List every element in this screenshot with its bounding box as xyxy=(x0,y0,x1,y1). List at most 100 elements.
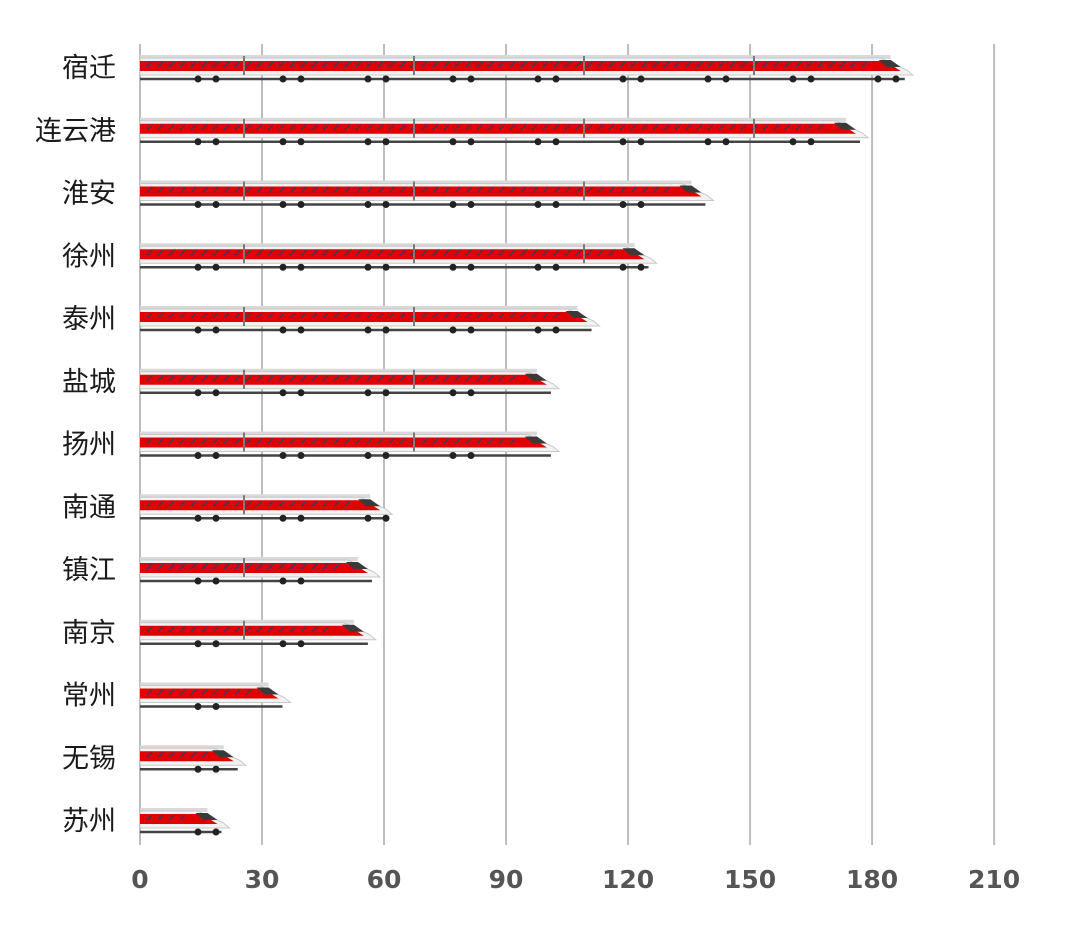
train-window xyxy=(245,187,252,193)
train-window xyxy=(476,124,483,130)
category-label: 淮安 xyxy=(62,179,116,210)
train-window xyxy=(509,438,516,444)
train-window xyxy=(817,124,824,130)
train-window xyxy=(850,62,857,67)
train-window xyxy=(388,313,395,318)
train-window xyxy=(201,124,208,130)
train-wheel xyxy=(364,75,372,83)
train-window xyxy=(311,564,318,569)
train-window xyxy=(322,187,329,193)
train-wheel xyxy=(279,452,287,459)
train-window xyxy=(366,313,373,318)
train-window xyxy=(465,250,472,256)
train-wheel xyxy=(534,201,542,208)
train-window xyxy=(674,124,681,130)
x-tick-label: 150 xyxy=(724,865,776,894)
train-window xyxy=(212,187,219,193)
bar-train xyxy=(139,682,292,710)
train-wheel xyxy=(467,138,475,146)
train-wheel xyxy=(467,326,475,334)
train-window xyxy=(157,815,164,820)
category-label: 徐州 xyxy=(62,241,116,272)
train-wheel xyxy=(449,263,457,271)
train-wheel xyxy=(449,389,457,397)
train-window xyxy=(509,313,516,318)
train-window xyxy=(289,124,296,130)
bars xyxy=(139,55,915,836)
train-window xyxy=(366,62,373,67)
train-window xyxy=(355,375,362,381)
bar-train xyxy=(139,619,378,648)
train-window xyxy=(311,626,318,632)
train-wheel xyxy=(297,75,305,83)
train-window xyxy=(201,752,208,758)
train-window xyxy=(498,375,505,381)
train-wheel xyxy=(297,452,305,459)
train-window xyxy=(267,375,274,381)
train-stripe xyxy=(140,249,645,260)
category-label: 无锡 xyxy=(62,743,116,774)
train-window xyxy=(432,187,439,193)
train-window xyxy=(454,438,461,444)
train-window xyxy=(454,187,461,193)
train-wheel xyxy=(637,75,645,83)
train-window xyxy=(311,438,318,444)
train-window xyxy=(256,564,263,569)
train-window xyxy=(509,375,516,381)
train-window xyxy=(355,62,362,67)
train-wheel xyxy=(382,452,390,459)
train-window xyxy=(542,187,549,193)
x-axis-ticks: 0 30 60 90 120 150 180 210 xyxy=(131,865,1020,894)
train-window xyxy=(190,564,197,569)
train-window xyxy=(179,62,186,67)
train-window xyxy=(146,250,153,256)
train-roof xyxy=(140,180,692,185)
train-window xyxy=(784,62,791,67)
train-window xyxy=(641,124,648,130)
train-window xyxy=(256,124,263,130)
category-label: 苏州 xyxy=(62,806,116,837)
train-window xyxy=(553,313,560,318)
train-wheel xyxy=(297,263,305,271)
train-wheel xyxy=(212,514,220,522)
train-window xyxy=(300,501,307,507)
train-window xyxy=(256,501,263,507)
x-tick-label: 90 xyxy=(489,865,524,894)
train-window xyxy=(487,187,494,193)
train-window xyxy=(256,62,263,67)
bar-train xyxy=(139,243,658,271)
train-stripe xyxy=(140,312,588,322)
train-window xyxy=(333,187,340,193)
train-window xyxy=(388,62,395,67)
train-wheel xyxy=(212,138,220,146)
train-window xyxy=(267,124,274,130)
train-window xyxy=(597,124,604,130)
train-window xyxy=(344,124,351,130)
train-windscreen xyxy=(565,311,588,318)
train-window xyxy=(377,375,384,381)
category-label: 常州 xyxy=(62,681,116,712)
train-window xyxy=(157,752,164,758)
train-window xyxy=(190,501,197,507)
train-window xyxy=(146,815,153,820)
train-wheel xyxy=(297,326,305,334)
train-wheel xyxy=(619,263,627,271)
train-window xyxy=(399,438,406,444)
train-wheel xyxy=(194,326,202,334)
train-window xyxy=(223,187,230,193)
train-window xyxy=(619,62,626,67)
train-roof xyxy=(140,745,224,750)
train-windscreen xyxy=(211,750,234,758)
train-window xyxy=(740,124,747,130)
train-window xyxy=(201,313,208,318)
train-window xyxy=(157,62,164,67)
train-window xyxy=(828,62,835,67)
train-window xyxy=(201,250,208,256)
train-wheel xyxy=(722,75,730,83)
train-window xyxy=(652,124,659,130)
train-window xyxy=(421,250,428,256)
category-label: 南京 xyxy=(62,618,116,649)
train-window xyxy=(443,313,450,318)
train-window xyxy=(564,250,571,256)
train-wheel xyxy=(194,75,202,83)
